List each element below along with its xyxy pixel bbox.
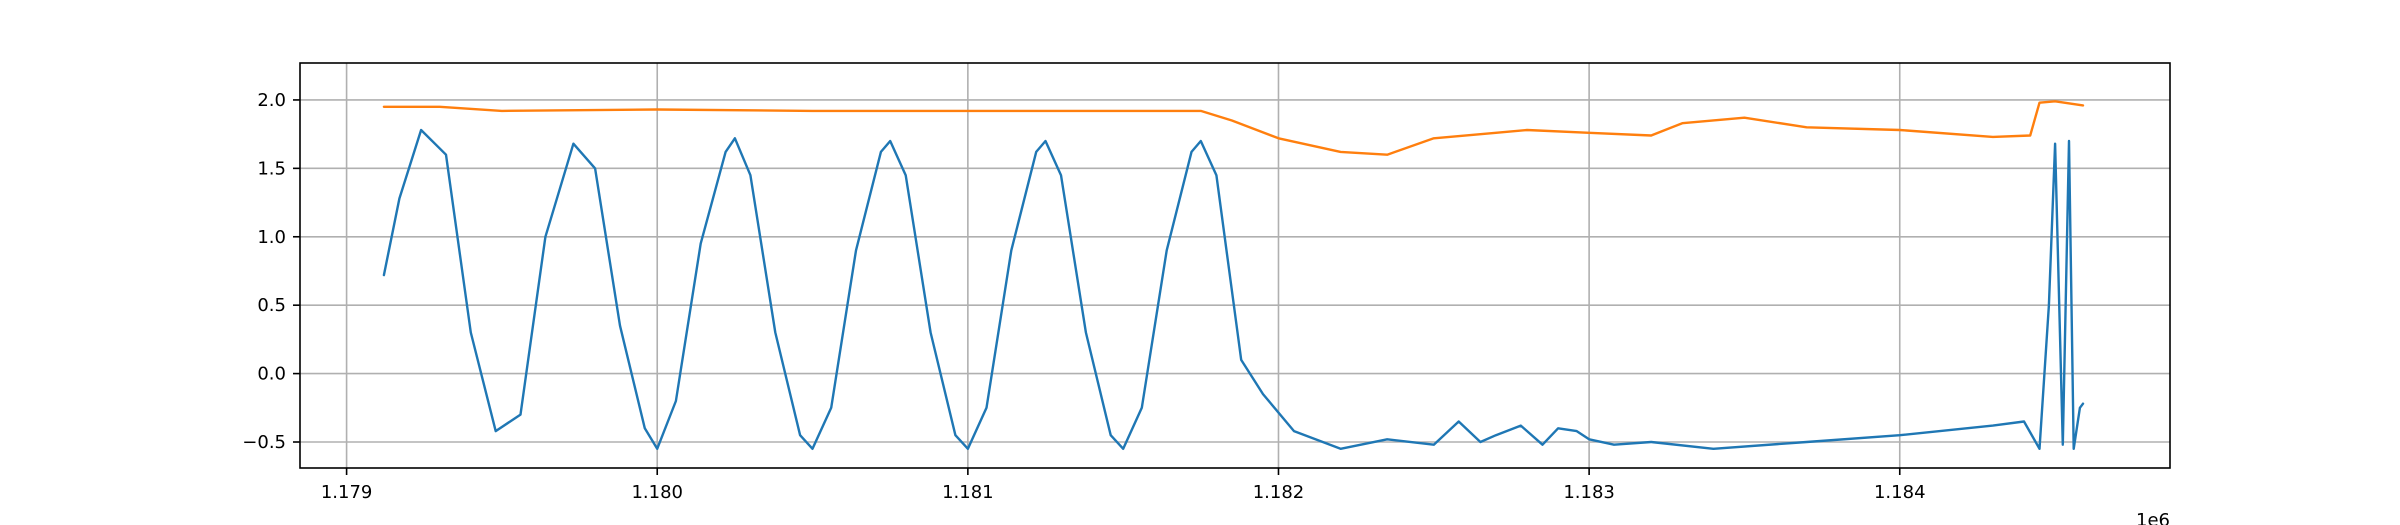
x-tick-label: 1.184 xyxy=(1874,482,1926,503)
series-1-line xyxy=(382,128,2085,450)
x-offset-label: 1e6 xyxy=(2136,510,2170,525)
axes-frame xyxy=(299,62,2171,469)
ticks: 1.179 1.180 1.181 1.182 1.183 1.184 −0.5 0.0 0.5… xyxy=(242,90,1925,503)
y-tick-label: −0.5 xyxy=(242,432,286,453)
series-layer xyxy=(382,100,2085,450)
y-tick-label: 2.0 xyxy=(257,90,286,111)
y-tick-label: 0.5 xyxy=(257,295,286,316)
x-tick-label: 1.182 xyxy=(1253,482,1305,503)
x-tick-label: 1.181 xyxy=(942,482,994,503)
x-tick-label: 1.183 xyxy=(1563,482,1615,503)
x-tick-label: 1.179 xyxy=(321,482,373,503)
x-tick-label: 1.180 xyxy=(631,482,683,503)
grid xyxy=(300,63,2170,468)
y-tick-label: 1.5 xyxy=(257,158,286,179)
y-tick-label: 0.0 xyxy=(257,364,286,385)
y-tick-label: 1.0 xyxy=(257,227,286,248)
series-2-line xyxy=(382,100,2085,156)
